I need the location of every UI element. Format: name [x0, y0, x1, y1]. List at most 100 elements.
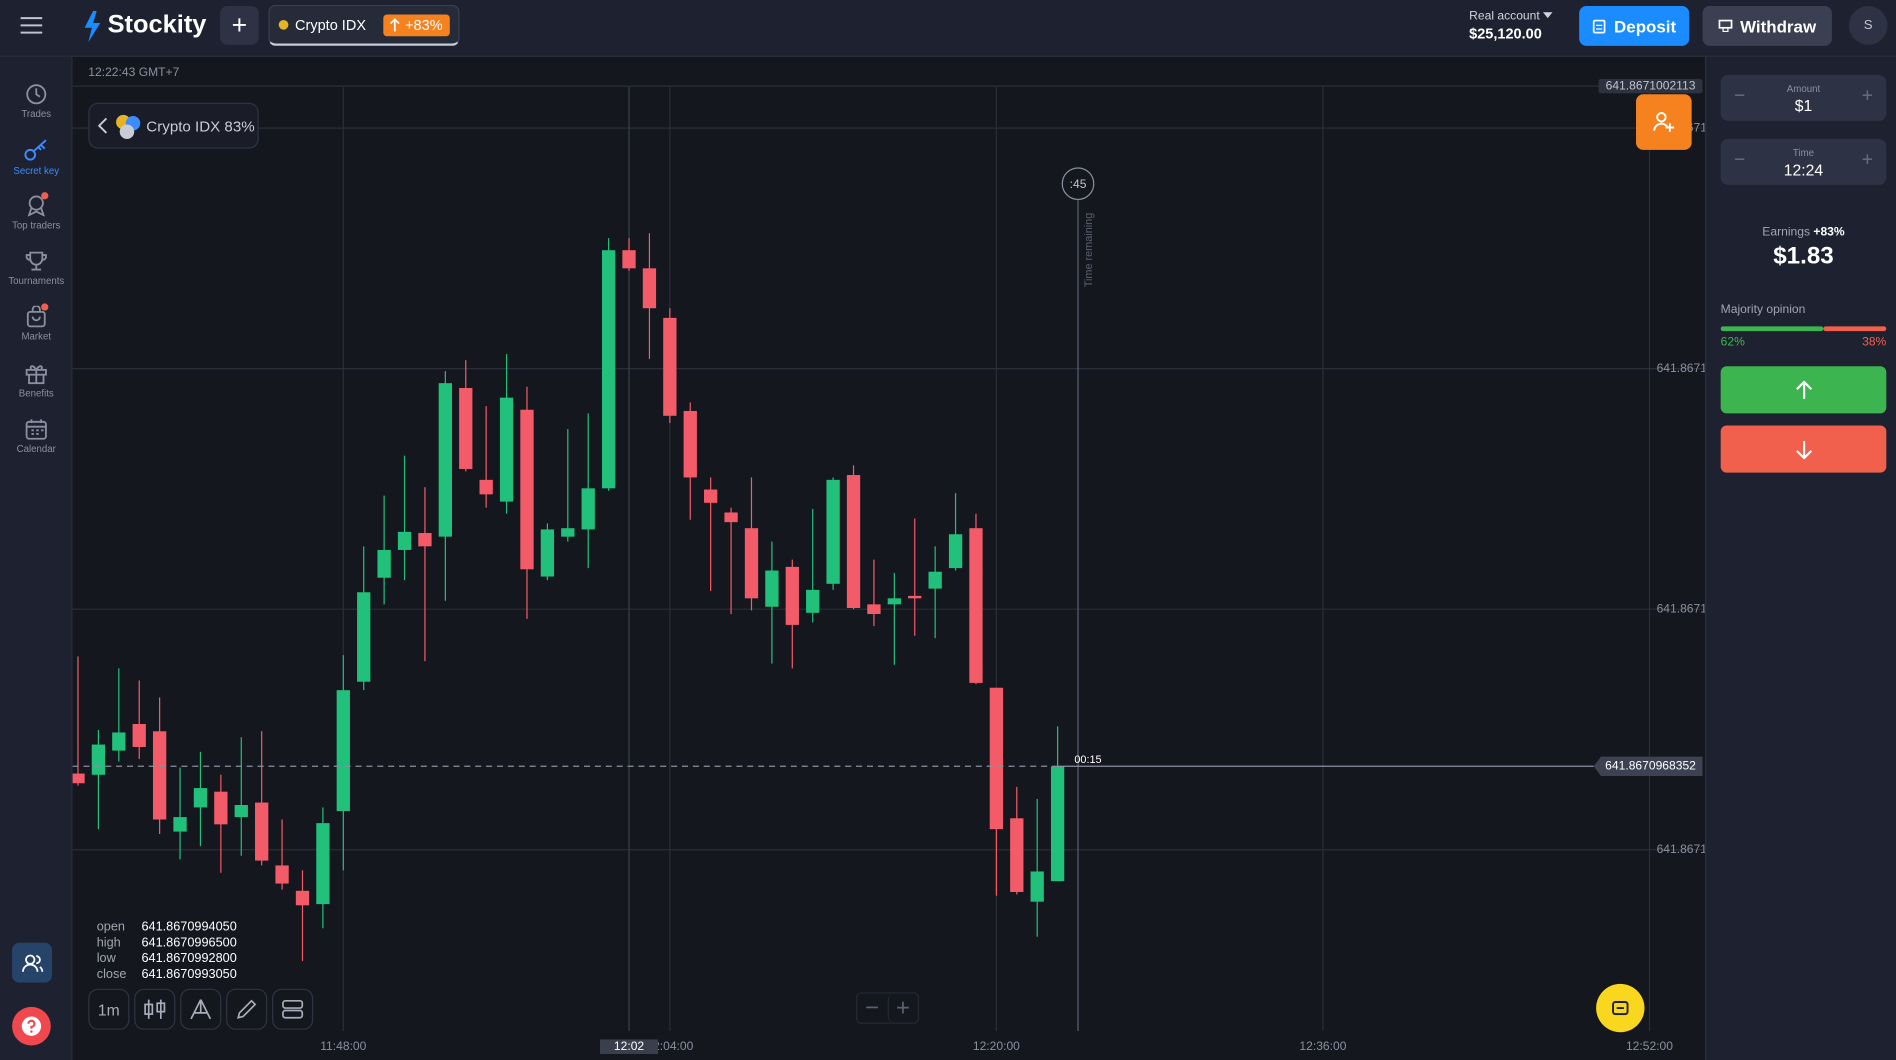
- help-button[interactable]: [12, 1006, 51, 1046]
- candle-body: [112, 732, 126, 751]
- candle-body: [91, 744, 106, 775]
- nav-label: Benefits: [18, 387, 54, 399]
- nav-icon: [24, 139, 47, 161]
- candle-body: [948, 534, 963, 569]
- nav-item[interactable]: Trades: [0, 83, 73, 120]
- chart-clock: 12:22:43 GMT+7: [88, 66, 180, 80]
- drawing-button[interactable]: [226, 988, 268, 1030]
- candle-body: [397, 531, 412, 550]
- crosshair-label: 12:02: [614, 1039, 645, 1053]
- candle-body: [316, 823, 330, 905]
- nav-icon: [25, 365, 47, 385]
- account-balance: $25,120.00: [1469, 25, 1542, 43]
- deposit-button[interactable]: Deposit: [1579, 6, 1690, 46]
- nav-item[interactable]: Calendar: [0, 418, 73, 454]
- candle-body: [72, 773, 85, 784]
- ohlc-row: low 641.8670992800: [97, 951, 237, 967]
- candle-body: [867, 604, 881, 615]
- earnings-line: Earnings +83%: [1721, 226, 1887, 239]
- layout-button[interactable]: [272, 988, 314, 1030]
- account-type[interactable]: Real account: [1469, 10, 1553, 23]
- nav-item[interactable]: Tournaments: [0, 250, 73, 286]
- ohlc-value: 641.8670994050: [141, 919, 237, 935]
- candle-body: [908, 595, 922, 599]
- pencil-icon: [237, 999, 257, 1019]
- candle-body: [1010, 818, 1024, 893]
- time-plus[interactable]: +: [1861, 149, 1874, 171]
- candle-body: [826, 479, 840, 584]
- candle-body: [561, 528, 575, 537]
- timeframe-button[interactable]: 1m: [88, 988, 130, 1030]
- top-bar: Stockity + Crypto IDX +83% Real account …: [0, 0, 1896, 57]
- candle-body: [459, 387, 473, 469]
- zoom-out-button[interactable]: −: [865, 994, 880, 1021]
- time-label: Time: [1792, 147, 1815, 159]
- ohlc-value: 641.8670993050: [141, 966, 237, 982]
- invite-button[interactable]: [1636, 94, 1692, 150]
- candle-body: [336, 690, 350, 812]
- majority-up-label: 62%: [1721, 335, 1745, 349]
- candle-body: [704, 489, 718, 503]
- amount-plus[interactable]: +: [1861, 85, 1874, 107]
- expiry-timer: 00:15: [1074, 754, 1101, 766]
- promo-button[interactable]: [1596, 983, 1645, 1033]
- x-tick-label: 12:52:00: [1626, 1039, 1673, 1053]
- chart-type-button[interactable]: [134, 988, 176, 1030]
- top-price-label: 641.8671002113: [1606, 78, 1696, 92]
- social-button[interactable]: [12, 942, 52, 983]
- amount-value: $1: [1794, 96, 1813, 115]
- candle-body: [132, 724, 146, 747]
- ohlc-label: close: [96, 966, 127, 982]
- asset-selector[interactable]: Crypto IDX 83%: [88, 102, 259, 149]
- asset-tab[interactable]: Crypto IDX +83%: [268, 4, 460, 46]
- time-input[interactable]: Time 12:24 − +: [1720, 139, 1887, 185]
- y-tick-label: 641.8671: [1657, 361, 1705, 375]
- candle-body: [642, 268, 657, 309]
- candle-body: [581, 488, 595, 530]
- nav-item[interactable]: Market: [0, 303, 73, 342]
- arrow-up-icon: [389, 18, 400, 32]
- earnings-label: Earnings: [1762, 226, 1811, 240]
- avatar[interactable]: S: [1848, 6, 1888, 45]
- candle-body: [622, 250, 636, 269]
- majority-title: Majority opinion: [1720, 303, 1806, 317]
- time-remaining-caption: Time remaining: [1083, 213, 1095, 288]
- plot-background: [72, 56, 1705, 1060]
- candle-body: [1030, 871, 1044, 902]
- menu-button[interactable]: [20, 17, 43, 34]
- add-tab-button[interactable]: +: [220, 6, 259, 45]
- top-price-box: [1598, 78, 1703, 94]
- candle-body: [295, 890, 310, 906]
- candle-body: [806, 589, 820, 613]
- ohlc-value: 641.8670996500: [141, 935, 237, 951]
- nav-icon: [25, 251, 47, 271]
- sidebar: Trades Secret key Top traders Tournament…: [0, 56, 73, 1060]
- logo-icon: [84, 10, 101, 43]
- person-plus-icon: [1653, 112, 1675, 132]
- up-button[interactable]: [1720, 366, 1887, 414]
- amount-minus[interactable]: −: [1733, 85, 1746, 107]
- y-tick-label: 641.8671: [1657, 601, 1705, 615]
- majority-down-label: 38%: [1862, 335, 1886, 349]
- candle-body: [173, 817, 187, 832]
- candle-body: [785, 566, 799, 625]
- candle-body: [275, 865, 289, 884]
- nav-icon: [26, 84, 47, 105]
- zoom-in-button[interactable]: +: [886, 993, 918, 1023]
- time-minus[interactable]: −: [1733, 149, 1746, 171]
- ohlc-label: low: [96, 951, 116, 966]
- nav-item[interactable]: Top traders: [0, 192, 73, 231]
- candle-body: [193, 788, 208, 808]
- nav-label: Top traders: [12, 219, 61, 231]
- nav-item[interactable]: Benefits: [0, 363, 73, 399]
- indicators-button[interactable]: [180, 988, 222, 1030]
- amount-input[interactable]: Amount $1 − +: [1720, 74, 1887, 121]
- nav-icon: [26, 305, 46, 328]
- nav-item[interactable]: Secret key: [0, 138, 73, 176]
- down-button[interactable]: [1720, 425, 1887, 473]
- candle-body: [214, 791, 228, 825]
- promo-icon: [1612, 1001, 1629, 1016]
- withdraw-button[interactable]: Withdraw: [1702, 6, 1832, 46]
- deposit-icon: [1592, 19, 1606, 33]
